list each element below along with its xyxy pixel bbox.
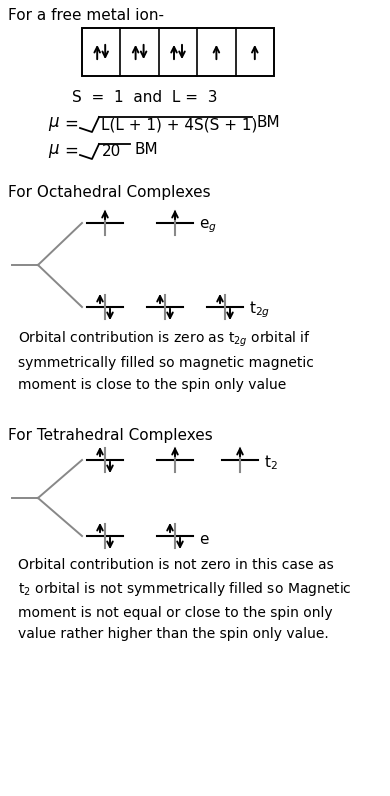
Text: S  =  1  and  L =  3: S = 1 and L = 3 bbox=[72, 90, 218, 105]
Text: Orbital contribution is not zero in this case as
t$_2$ orbital is not symmetrica: Orbital contribution is not zero in this… bbox=[18, 558, 352, 641]
Text: =: = bbox=[64, 115, 78, 133]
Text: t$_2$: t$_2$ bbox=[264, 454, 278, 472]
Bar bbox=[82, 28, 274, 76]
Text: For Octahedral Complexes: For Octahedral Complexes bbox=[8, 185, 211, 200]
Text: t$_{2g}$: t$_{2g}$ bbox=[249, 300, 270, 320]
Text: =: = bbox=[64, 142, 78, 160]
Text: e$_g$: e$_g$ bbox=[199, 217, 217, 235]
Text: $\mu$: $\mu$ bbox=[48, 142, 60, 160]
Text: $\mu$: $\mu$ bbox=[48, 115, 60, 133]
Text: L(L + 1) + 4S(S + 1): L(L + 1) + 4S(S + 1) bbox=[101, 117, 257, 132]
Text: BM: BM bbox=[256, 115, 280, 130]
Text: BM: BM bbox=[135, 142, 159, 157]
Text: e: e bbox=[199, 532, 209, 547]
Text: For a free metal ion-: For a free metal ion- bbox=[8, 8, 164, 23]
Text: 20: 20 bbox=[102, 144, 121, 159]
Text: Orbital contribution is zero as t$_{2g}$ orbital if
symmetrically filled so magn: Orbital contribution is zero as t$_{2g}$… bbox=[18, 330, 314, 392]
Text: For Tetrahedral Complexes: For Tetrahedral Complexes bbox=[8, 428, 213, 443]
